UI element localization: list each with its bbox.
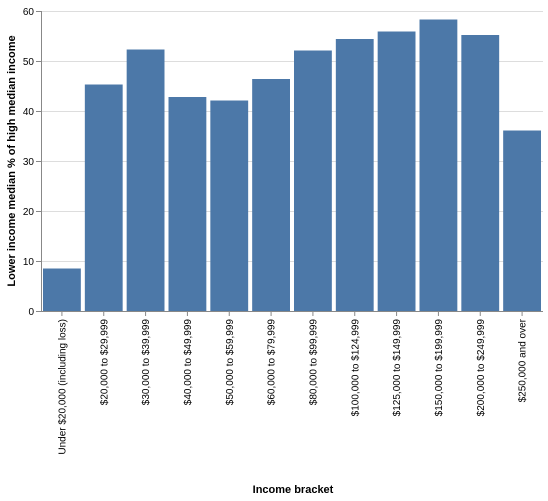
bar <box>126 49 165 311</box>
y-tick-label: 30 <box>23 157 35 168</box>
bar <box>503 130 541 311</box>
axes <box>41 11 543 312</box>
bar <box>377 31 416 311</box>
y-tick-label: 10 <box>23 257 35 268</box>
bar <box>168 97 207 311</box>
x-tick-label: Under $20,000 (including loss) <box>57 319 68 455</box>
x-tick-label: $60,000 to $79,999 <box>267 319 278 406</box>
bar <box>252 79 290 311</box>
bar <box>210 100 249 311</box>
grid-lines <box>41 11 543 262</box>
bar <box>419 19 458 311</box>
x-axis-title: Income bracket <box>253 484 334 496</box>
y-tick-label: 60 <box>23 7 35 18</box>
bar <box>84 84 123 311</box>
x-tick-label: $40,000 to $49,999 <box>183 319 194 406</box>
x-tick-label: $30,000 to $39,999 <box>141 319 152 406</box>
bar <box>461 35 500 311</box>
y-axis-ticks: 0 10 20 30 40 50 60 <box>23 7 41 318</box>
bar <box>335 39 374 311</box>
x-tick-label: $150,000 to $199,999 <box>434 319 445 417</box>
x-tick-label: $80,000 to $99,999 <box>308 319 319 406</box>
bar <box>294 50 332 311</box>
y-tick-label: 40 <box>23 107 35 118</box>
x-tick-label: $50,000 to $59,999 <box>225 319 236 406</box>
y-tick-label: 0 <box>28 307 34 318</box>
bars <box>43 19 541 311</box>
x-tick-label: $125,000 to $149,999 <box>392 319 403 417</box>
x-tick-label: $20,000 to $29,999 <box>99 319 110 406</box>
x-tick-label: $250,000 and over <box>518 318 529 402</box>
y-tick-label: 50 <box>23 57 35 68</box>
y-axis-title: Lower income median % of high median inc… <box>6 35 18 286</box>
x-tick-label: $100,000 to $124,999 <box>350 319 361 417</box>
y-tick-label: 20 <box>23 207 35 218</box>
x-tick-label: $200,000 to $249,999 <box>476 319 487 417</box>
x-axis-ticks: Under $20,000 (including loss) $20,000 to… <box>57 311 529 455</box>
bar <box>43 268 81 311</box>
